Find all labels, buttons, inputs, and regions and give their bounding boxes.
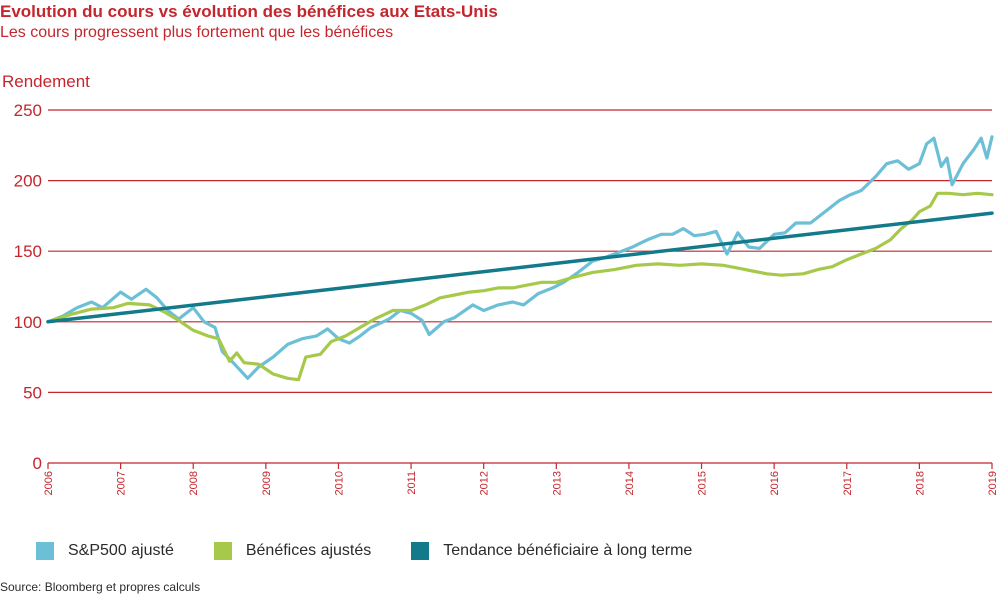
x-tick-label: 2018: [914, 471, 926, 495]
line-chart: 0 50 100 150 200 250 2006 2007 2008 2009 2010 2011…: [14, 101, 999, 495]
y-tick-label: 0: [33, 454, 42, 473]
y-tick-label: 50: [23, 383, 42, 402]
grid-lines: [48, 109, 992, 464]
x-tick-label: 2019: [987, 471, 999, 495]
chart-subtitle: Les cours progressent plus fortement que…: [0, 24, 394, 41]
legend-swatch-tendance: [411, 542, 430, 560]
x-tick-label: 2008: [188, 471, 200, 495]
legend-item-sp500: S&P500 ajusté: [36, 542, 174, 560]
series-line-sp500: [46, 135, 994, 380]
x-tick-label: 2006: [43, 471, 55, 495]
x-tick-label: 2015: [697, 471, 709, 495]
x-tick-labels: 2006 2007 2008 2009 2010 2011 2012 2013 2014 2015…: [43, 463, 999, 495]
x-tick-label: 2009: [261, 471, 273, 495]
y-axis-label: Rendement: [2, 72, 90, 91]
x-tick-label: 2007: [116, 471, 128, 495]
y-tick-label: 100: [14, 313, 42, 332]
x-tick-label: 2011: [406, 471, 418, 495]
x-tick-label: 2012: [479, 471, 491, 495]
legend: S&P500 ajusté Bénéfices ajustés Tendance…: [36, 540, 732, 562]
y-tick-label: 200: [14, 172, 42, 191]
legend-item-benefices: Bénéfices ajustés: [213, 542, 372, 560]
y-tick-label: 250: [14, 101, 42, 120]
chart-title: Evolution du cours vs évolution des béné…: [0, 2, 498, 21]
series-lines: [46, 135, 994, 382]
legend-label-sp500: S&P500 ajusté: [68, 542, 174, 559]
series-line-tendance: [46, 211, 994, 324]
legend-label-benefices: Bénéfices ajustés: [245, 542, 372, 559]
source-note: Source: Bloomberg et propres calculs: [0, 580, 201, 594]
legend-label-tendance: Tendance bénéficiaire à long terme: [443, 542, 693, 559]
series-line-benefices: [46, 191, 994, 382]
y-tick-labels: 0 50 100 150 200 250: [14, 101, 42, 473]
x-tick-label: 2016: [769, 471, 781, 495]
y-tick-label: 150: [14, 242, 42, 261]
x-tick-label: 2013: [551, 471, 563, 495]
x-tick-label: 2010: [333, 471, 345, 495]
legend-swatch-benefices: [213, 542, 232, 560]
x-tick-label: 2014: [624, 471, 636, 495]
legend-item-tendance: Tendance bénéficiaire à long terme: [411, 542, 692, 560]
x-tick-label: 2017: [842, 471, 854, 495]
legend-swatch-sp500: [36, 542, 54, 560]
